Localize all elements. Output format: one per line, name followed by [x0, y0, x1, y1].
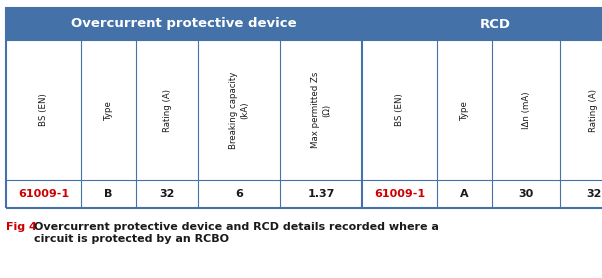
Bar [6, 8, 602, 208]
Text: Overcurrent protective device and RCD details recorded where a
circuit is protec: Overcurrent protective device and RCD de… [34, 222, 439, 244]
Text: Type: Type [104, 100, 113, 120]
Text: 32: 32 [160, 189, 175, 199]
Text: BS (EN): BS (EN) [395, 94, 404, 126]
Bar [6, 40, 602, 180]
Text: 1.37: 1.37 [307, 189, 335, 199]
Text: Rating (A): Rating (A) [163, 88, 172, 131]
Text: 61009-1: 61009-1 [374, 189, 425, 199]
Text: BS (EN): BS (EN) [39, 94, 48, 126]
Bar [362, 8, 602, 40]
Text: Rating (A): Rating (A) [589, 88, 598, 131]
Text: A: A [460, 189, 469, 199]
Text: 6: 6 [235, 189, 243, 199]
Text: Type: Type [460, 100, 469, 120]
Text: RCD: RCD [480, 18, 510, 31]
Bar [6, 180, 602, 208]
Text: 32: 32 [586, 189, 601, 199]
Text: Overcurrent protective device: Overcurrent protective device [71, 18, 297, 31]
Text: Breaking capacity
(kA): Breaking capacity (kA) [229, 71, 249, 149]
Bar [6, 8, 362, 40]
Text: 30: 30 [518, 189, 533, 199]
Text: IΔn (mA): IΔn (mA) [521, 91, 530, 129]
Text: Fig 4: Fig 4 [6, 222, 37, 232]
Text: 61009-1: 61009-1 [18, 189, 69, 199]
Text: B: B [104, 189, 113, 199]
Text: Max permitted Zs
(Ω): Max permitted Zs (Ω) [311, 72, 331, 148]
